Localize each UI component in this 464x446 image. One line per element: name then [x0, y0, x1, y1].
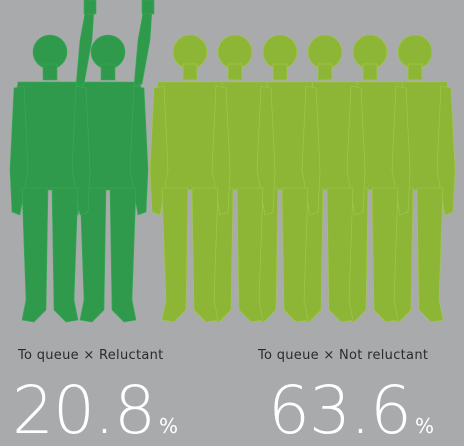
stat-number: 63.6 [268, 372, 412, 446]
stat-number: 20.8 [12, 372, 156, 446]
pictogram [0, 0, 456, 323]
reluctant-figures [10, 0, 154, 322]
stat-label: To queue × Not reluctant [258, 348, 429, 363]
not-reluctant-figures [149, 34, 456, 323]
stat-value: 63.6% [268, 372, 434, 446]
stat-unit: % [414, 414, 434, 438]
stat-value: 20.8% [12, 372, 178, 446]
stat-unit: % [158, 414, 178, 438]
stat-label: To queue × Reluctant [18, 348, 164, 363]
